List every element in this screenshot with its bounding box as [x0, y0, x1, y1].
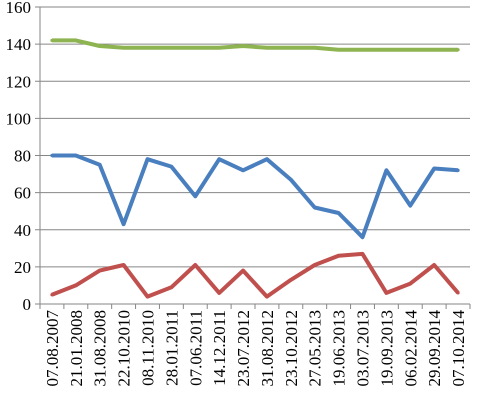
data-point-series-3	[313, 263, 317, 267]
data-point-series-2	[289, 178, 293, 182]
data-point-series-3	[193, 263, 197, 267]
data-point-series-1	[122, 46, 126, 50]
data-point-series-3	[384, 291, 388, 295]
series-line-3	[51, 251, 460, 299]
x-tick-label: 29.09.2014	[425, 309, 444, 386]
data-point-series-1	[337, 48, 341, 52]
y-tick-label: 40	[14, 221, 31, 240]
x-tick-label: 23.07.2012	[234, 310, 253, 387]
data-point-series-3	[456, 291, 460, 295]
y-tick-label: 0	[23, 295, 32, 314]
data-point-series-2	[360, 235, 365, 239]
data-point-series-2	[98, 163, 102, 167]
data-point-series-2	[145, 157, 150, 161]
data-point-series-3	[265, 294, 269, 299]
data-point-series-1	[193, 46, 197, 50]
data-point-series-2	[313, 205, 317, 210]
x-tick-label: 23.10.2012	[282, 310, 301, 387]
data-point-series-3	[217, 291, 221, 295]
data-point-series-1	[432, 48, 436, 52]
x-tick-label: 19.06.2013	[330, 310, 349, 387]
x-tick-label: 07.08.2007	[43, 310, 62, 387]
data-point-series-3	[289, 278, 293, 282]
data-point-series-2	[456, 168, 460, 172]
y-tick-label: 140	[6, 35, 32, 54]
data-point-series-1	[289, 46, 293, 50]
data-point-series-2	[122, 222, 126, 226]
data-point-series-3	[74, 283, 78, 288]
data-point-series-1	[98, 44, 102, 48]
y-tick-labels: 0 20 40 60 80 100 120 140 160	[6, 0, 32, 314]
data-point-series-1	[360, 48, 365, 52]
y-tick-label: 80	[14, 147, 31, 166]
series-line-2	[51, 153, 459, 240]
x-tick-labels: 07.08.2007 21.01.2008 31.08.2008 22.10.2010…	[43, 309, 468, 386]
data-point-series-2	[432, 166, 436, 171]
x-tick-label: 08.11.2010	[139, 310, 158, 386]
y-tick-label: 20	[14, 258, 31, 277]
data-point-series-2	[74, 153, 78, 158]
data-point-series-1	[241, 44, 245, 48]
data-point-series-1	[169, 46, 173, 50]
data-point-series-3	[122, 263, 126, 267]
data-point-series-2	[384, 168, 388, 172]
x-tick-label: 28.01.2011	[162, 310, 181, 386]
data-point-series-2	[169, 165, 173, 169]
x-tick-label: 31.08.2008	[91, 310, 110, 387]
data-point-series-3	[432, 263, 436, 267]
data-point-series-2	[217, 157, 221, 161]
x-tick-label: 07.06.2011	[186, 310, 205, 386]
data-point-series-1	[265, 46, 269, 50]
data-point-series-3	[337, 254, 341, 258]
x-tick-label: 31.08.2012	[258, 310, 277, 387]
data-point-series-2	[265, 157, 269, 161]
data-point-series-1	[408, 48, 412, 52]
axes	[35, 6, 471, 309]
data-point-series-3	[145, 294, 150, 299]
data-point-series-3	[169, 285, 173, 289]
data-point-series-1	[50, 38, 54, 43]
data-point-series-1	[384, 48, 388, 52]
x-tick-label: 07.10.2014	[449, 310, 468, 387]
x-tick-label: 27.05.2013	[306, 310, 325, 387]
data-point-series-2	[408, 204, 412, 208]
data-point-series-1	[456, 48, 460, 52]
x-tick-label: 06.02.2014	[401, 310, 420, 387]
data-point-series-1	[313, 46, 317, 50]
data-point-series-2	[337, 211, 341, 215]
data-point-series-1	[74, 38, 78, 43]
series-lines	[50, 38, 460, 299]
data-point-series-1	[217, 46, 221, 50]
x-tick-label: 19.09.2013	[377, 310, 396, 387]
series-line-1	[51, 38, 459, 52]
data-point-series-1	[145, 46, 150, 50]
data-point-series-3	[360, 252, 365, 256]
y-tick-label: 120	[6, 72, 32, 91]
y-tick-label: 160	[6, 0, 32, 17]
data-point-series-3	[408, 281, 412, 286]
data-point-series-3	[50, 293, 54, 297]
x-tick-label: 22.10.2010	[115, 310, 134, 387]
y-tick-label: 60	[14, 184, 31, 203]
y-tick-label: 100	[6, 109, 32, 128]
data-point-series-2	[193, 194, 197, 198]
data-point-series-3	[98, 268, 102, 273]
data-point-series-3	[241, 268, 245, 273]
x-tick-label: 14.12.2011	[210, 310, 229, 386]
x-tick-label: 03.07.2013	[354, 310, 373, 387]
data-point-series-2	[241, 168, 245, 172]
x-tick-label: 21.01.2008	[67, 310, 86, 387]
data-point-series-2	[50, 153, 54, 158]
